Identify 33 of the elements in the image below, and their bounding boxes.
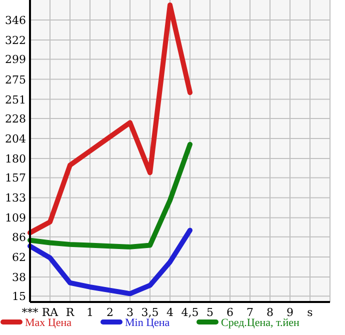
x-tick-label: 1 — [86, 306, 94, 319]
legend-label: Max Цена — [25, 317, 72, 329]
y-tick-label: 204 — [5, 132, 26, 146]
y-tick-label: 133 — [5, 192, 26, 205]
x-tick-label: *** — [22, 306, 39, 319]
y-tick-label: 157 — [5, 172, 26, 185]
x-tick-label: 3 — [126, 306, 134, 319]
y-tick-label: 180 — [5, 152, 26, 166]
x-tick-label: 7 — [246, 306, 254, 319]
y-tick-label: 62 — [12, 250, 26, 264]
x-tick-label: 5 — [206, 306, 214, 319]
y-tick-label: 346 — [5, 14, 26, 28]
y-tick-label: 38 — [12, 270, 26, 284]
x-tick-label: 6 — [226, 306, 234, 319]
y-tick-label: 299 — [5, 53, 26, 66]
y-tick-label: 86 — [12, 230, 26, 244]
x-tick-label: R — [66, 306, 75, 319]
legend-label: Min Цена — [125, 317, 170, 329]
x-tick-label: 2 — [106, 306, 114, 319]
x-tick-label: 8 — [266, 306, 274, 319]
x-tick-label: 4 — [166, 306, 174, 319]
x-tick-label: 3,5 — [141, 306, 159, 319]
x-tick-label: RA — [42, 306, 60, 319]
x-tick-label: 4,5 — [181, 306, 199, 319]
y-tick-label: 251 — [5, 93, 26, 106]
x-tick-label: s — [307, 306, 314, 319]
y-tick-label: 15 — [12, 290, 26, 304]
y-tick-label: 109 — [5, 212, 26, 225]
y-tick-label: 275 — [5, 73, 26, 86]
legend-label: Сред.Цена, т.йен — [221, 317, 300, 329]
y-tick-label: 228 — [5, 112, 26, 126]
x-tick-label: 9 — [286, 306, 294, 319]
y-tick-label: 322 — [5, 34, 26, 48]
